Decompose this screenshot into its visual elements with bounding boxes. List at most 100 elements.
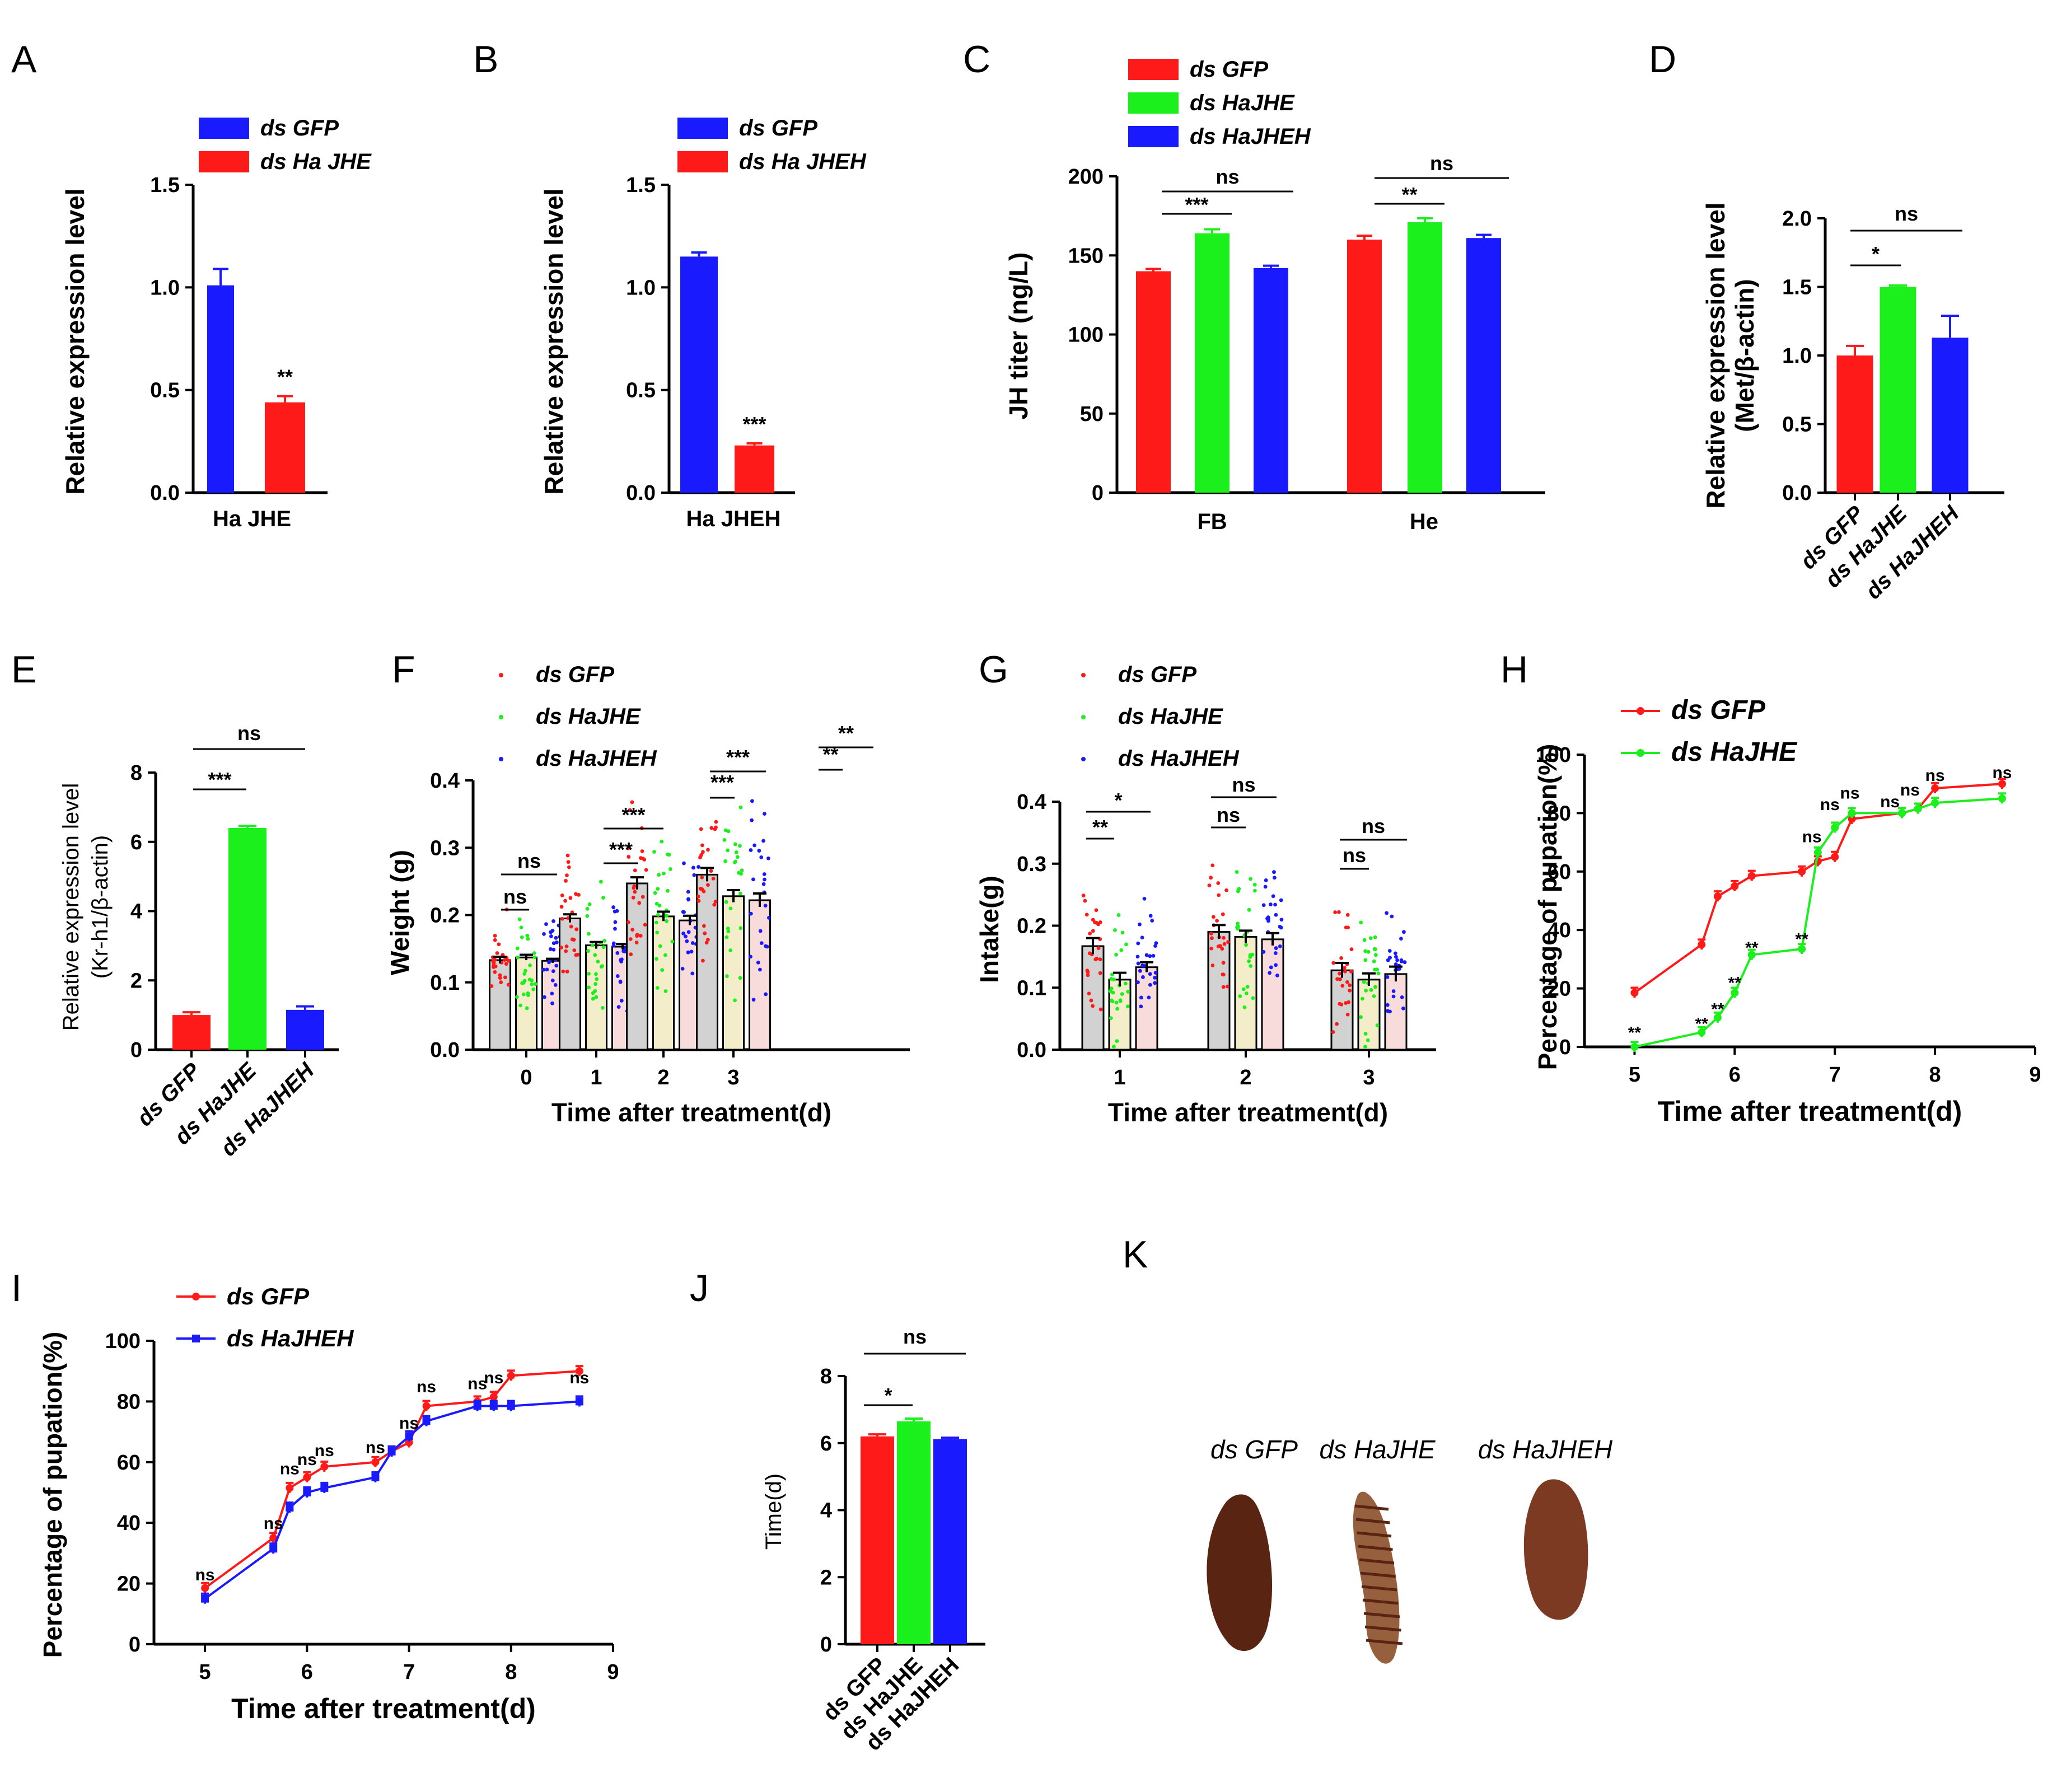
data-point: [387, 1447, 396, 1456]
data-point: [564, 944, 569, 948]
y-tick-label: 1.0: [1782, 344, 1812, 368]
error-group: [657, 910, 670, 921]
data-point: [1115, 1039, 1119, 1044]
data-point: [1698, 941, 1706, 949]
y-tick-label: 0: [1092, 481, 1104, 505]
y-tick-label: 0.3: [430, 836, 460, 860]
data-point: [1210, 936, 1214, 941]
data-point: [1211, 915, 1216, 919]
data-point: [626, 846, 630, 851]
x-tick-label: 8: [505, 1660, 517, 1684]
data-point: [1124, 942, 1128, 947]
data-point: [616, 1005, 621, 1009]
legend-label: ds HaJHEH: [1190, 124, 1311, 149]
significance-label: ns: [195, 1566, 215, 1584]
data-point: [656, 887, 660, 891]
x-axis-label: Time after treatment(d): [1658, 1096, 1962, 1127]
data-point: [320, 1484, 329, 1492]
legend-dot: [499, 757, 503, 761]
data-point: [595, 977, 599, 981]
significance-label: ns: [280, 1459, 300, 1478]
data-point: [700, 843, 704, 848]
data-point: [593, 982, 598, 986]
data-point: [1713, 892, 1722, 901]
data-point: [1252, 888, 1257, 893]
data-point: [1373, 985, 1377, 989]
x-tick-label: 3: [1363, 1066, 1375, 1089]
data-point: [700, 887, 704, 891]
bar: [626, 882, 648, 1051]
data-point: [1148, 972, 1152, 976]
data-point: [1385, 975, 1390, 979]
data-point: [1209, 932, 1213, 935]
x-tick-label: 7: [1829, 1063, 1841, 1087]
data-point: [1274, 963, 1278, 967]
bar: [933, 1439, 967, 1644]
data-point: [1154, 941, 1158, 946]
error-group: [630, 876, 644, 890]
data-point: [1264, 878, 1268, 882]
data-point: [629, 952, 633, 957]
data-point: [1112, 977, 1116, 981]
data-point: [1142, 896, 1147, 901]
data-point: [690, 941, 695, 945]
data-point: [489, 1402, 498, 1410]
data-point: [732, 860, 737, 865]
x-tick-label: 8: [1929, 1063, 1941, 1087]
legend-label: ds GFP: [1671, 695, 1766, 725]
photo-caption: ds HaJHE: [1319, 1435, 1436, 1464]
error-group: [563, 913, 577, 923]
data-point: [1148, 954, 1152, 958]
data-point: [1385, 911, 1389, 915]
data-point: [1236, 927, 1240, 931]
data-point: [1095, 920, 1098, 925]
significance-label: ns: [1895, 202, 1918, 225]
data-point: [1269, 965, 1273, 970]
data-point: [371, 1473, 380, 1481]
data-point: [750, 818, 754, 822]
data-point: [507, 1372, 515, 1380]
data-point: [740, 868, 744, 873]
legend-label: ds HaJHE: [1190, 91, 1295, 115]
y-tick-label: 80: [1548, 802, 1571, 825]
data-point: [700, 875, 704, 879]
data-point: [660, 968, 665, 972]
y-tick-label: 200: [1068, 165, 1104, 189]
y-axis-label-line: Relative expression level: [59, 783, 83, 1031]
data-point: [1124, 981, 1128, 986]
data-point: [758, 929, 763, 933]
data-point: [723, 859, 727, 863]
significance-label: ***: [742, 413, 766, 436]
data-point: [1898, 809, 1906, 817]
data-point: [654, 901, 659, 906]
data-point: [1340, 984, 1345, 988]
data-point: [569, 924, 573, 929]
data-point: [631, 895, 635, 900]
significance-label: **: [1695, 1015, 1709, 1033]
data-point: [587, 971, 591, 976]
error-group: [546, 957, 559, 963]
data-point: [1138, 968, 1142, 973]
panel-D: D 0.0 0.5 1.0 1.5 2.0 Relative expression leve…: [1649, 38, 2004, 604]
data-point: [653, 891, 657, 895]
legend-label: ds GFP: [739, 116, 817, 141]
data-point: [1363, 1045, 1367, 1049]
y-axis-label: Intake(g): [975, 876, 1004, 983]
data-point: [564, 949, 568, 953]
data-point: [641, 857, 645, 861]
bar-ds-gfp: [680, 256, 718, 493]
data-point: [565, 873, 569, 878]
data-point: [728, 948, 733, 952]
data-point: [591, 991, 595, 995]
data-point: [1813, 848, 1822, 857]
data-point: [567, 865, 571, 869]
x-tick-label: 2: [1240, 1066, 1251, 1089]
data-point: [1349, 947, 1354, 952]
data-point: [1247, 959, 1251, 963]
significance-label: ns: [1232, 773, 1255, 796]
data-point: [575, 1367, 583, 1375]
data-point: [638, 934, 643, 938]
data-point: [1698, 1028, 1706, 1036]
data-point: [634, 941, 639, 944]
data-point: [1931, 799, 1939, 807]
